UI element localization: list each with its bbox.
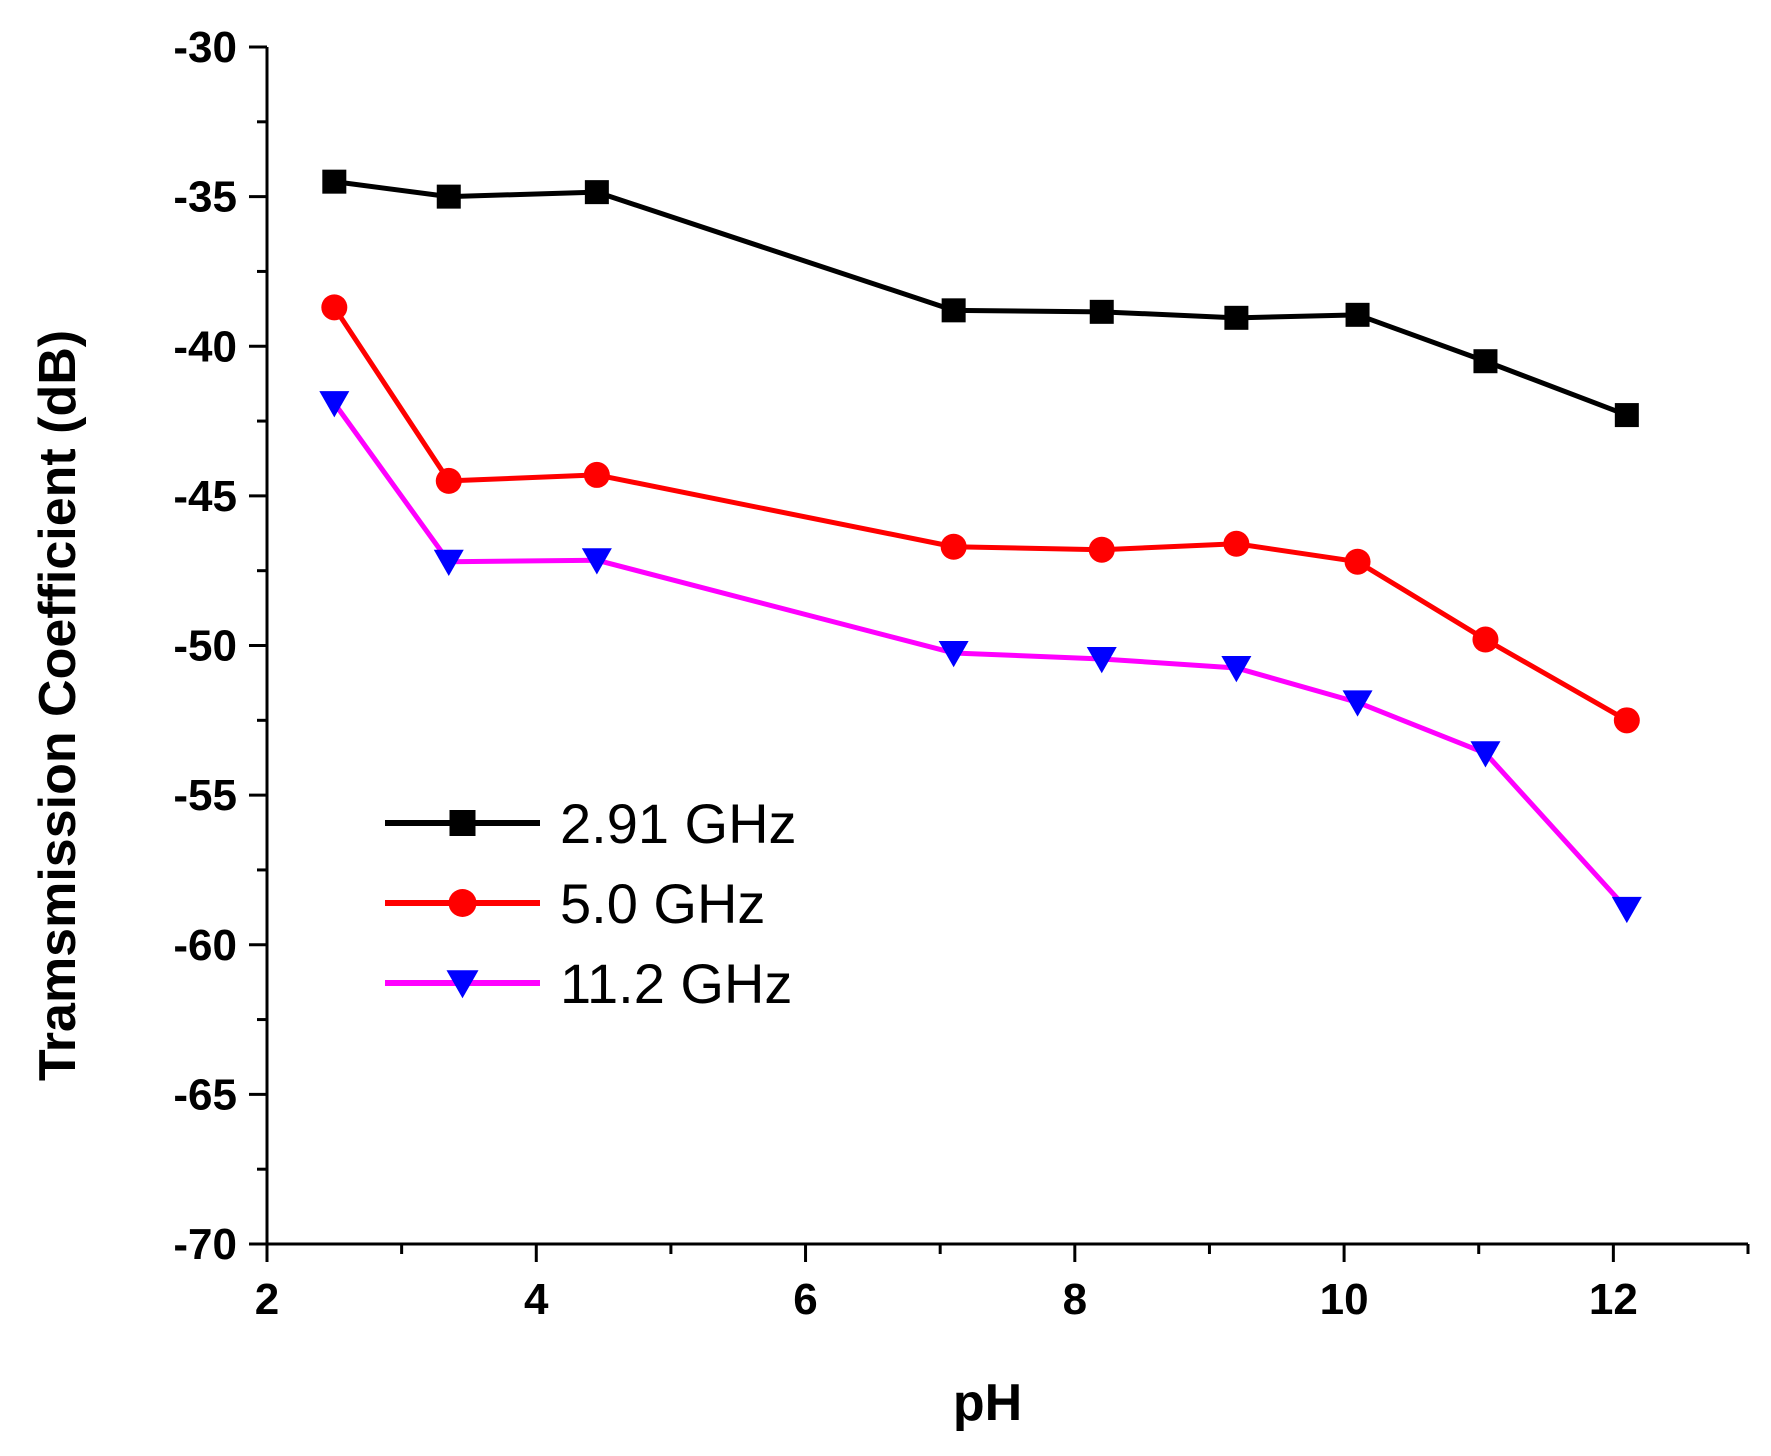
y-tick-label: -55	[173, 771, 237, 820]
data-point	[583, 461, 610, 488]
legend-item: 11.2 GHz	[385, 952, 792, 1015]
data-point	[1472, 626, 1499, 653]
series-line	[333, 179, 1628, 418]
legend-marker	[449, 810, 476, 836]
legend-label: 2.91 GHz	[560, 792, 797, 855]
x-axis-title: pH	[953, 1374, 1022, 1432]
data-point	[435, 467, 462, 494]
data-point	[938, 640, 969, 668]
data-point	[1342, 690, 1373, 717]
y-tick-label: -40	[173, 322, 237, 371]
data-point	[1613, 707, 1640, 734]
y-tick-label: -45	[173, 472, 237, 521]
legend-marker	[446, 970, 479, 999]
data-point	[433, 549, 464, 576]
data-point	[584, 180, 609, 205]
series-line	[332, 305, 1629, 723]
series-1	[322, 169, 1639, 428]
y-tick-label: -50	[173, 622, 237, 671]
series-3	[319, 391, 1642, 924]
legend-label: 5.0 GHz	[560, 872, 765, 935]
data-point	[322, 169, 347, 194]
data-point	[941, 298, 966, 323]
data-point	[1223, 530, 1250, 557]
x-tick-label: 4	[524, 1275, 549, 1324]
y-tick-label: -60	[173, 921, 237, 970]
data-point	[581, 548, 612, 575]
x-tick-label: 2	[255, 1275, 279, 1324]
x-tick-label: 10	[1320, 1275, 1369, 1324]
data-point	[1470, 741, 1501, 768]
x-tick-label: 8	[1063, 1275, 1087, 1324]
data-point	[1344, 548, 1371, 575]
series-2	[321, 294, 1640, 734]
y-axis-title: Tramsmission Coefficient (dB)	[29, 330, 87, 1081]
series-layer	[319, 169, 1642, 924]
axes: -30 -35 -40 -45 -50 -55 -60 -65 -70 2 4 6 8 10 12	[173, 23, 1750, 1324]
x-tick-label: 12	[1589, 1275, 1638, 1324]
data-point	[1611, 896, 1642, 924]
data-point	[940, 533, 967, 560]
data-point	[1345, 302, 1370, 327]
data-point	[1088, 536, 1115, 563]
data-point	[1221, 655, 1252, 683]
data-point	[1473, 349, 1498, 374]
data-point	[319, 391, 350, 418]
y-tick-label: -30	[173, 23, 237, 72]
y-tick-label: -70	[173, 1220, 237, 1269]
data-point	[1086, 646, 1117, 674]
data-point	[436, 184, 461, 209]
legend-marker	[448, 889, 477, 917]
legend-label: 11.2 GHz	[560, 952, 792, 1015]
data-point	[321, 294, 348, 321]
legend: 2.91 GHz 5.0 GHz 11.2 GHz	[385, 792, 797, 1015]
x-tick-label: 6	[793, 1275, 817, 1324]
y-tick-label: -35	[173, 173, 237, 222]
data-point	[1224, 305, 1249, 330]
y-tick-label: -65	[173, 1070, 237, 1119]
legend-item: 2.91 GHz	[385, 792, 797, 855]
data-point	[1089, 299, 1114, 324]
data-point	[1614, 403, 1639, 428]
legend-item: 5.0 GHz	[385, 872, 765, 935]
